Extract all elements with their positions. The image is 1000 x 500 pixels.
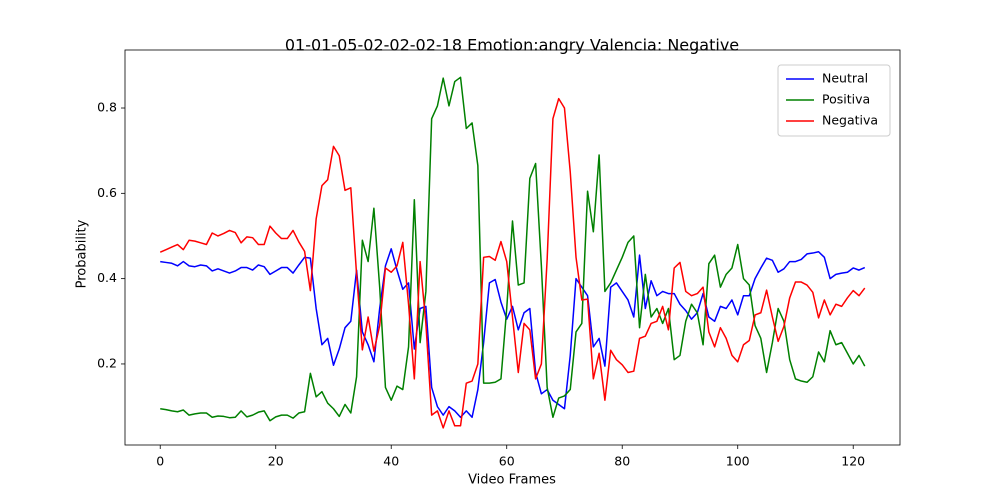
data-line [159,97,866,429]
y-tick-label: 0.6 [97,185,117,200]
chart-title: 01-01-05-02-02-02-18 Emotion:angry Valen… [285,36,739,55]
legend-label: Neutral [822,71,868,86]
x-tick-label: 20 [268,454,284,469]
x-tick-label: 40 [383,454,399,469]
legend-box [777,64,891,137]
x-tick-label: 80 [614,454,630,469]
y-axis-label: Probability [75,219,90,288]
data-line [160,76,866,422]
y-tick-label: 0.8 [97,100,117,115]
x-tick-label: 0 [156,454,164,469]
legend-label: Negativa [822,113,878,128]
data-line [160,248,866,419]
plot-frame [124,49,901,446]
y-tick-label: 0.2 [97,355,117,370]
x-tick-label: 60 [499,454,515,469]
x-tick-label: 120 [841,454,865,469]
x-axis-label: Video Frames [468,473,556,488]
x-tick-label: 100 [726,454,750,469]
y-tick-label: 0.4 [97,270,117,285]
legend-label: Positiva [822,92,870,107]
